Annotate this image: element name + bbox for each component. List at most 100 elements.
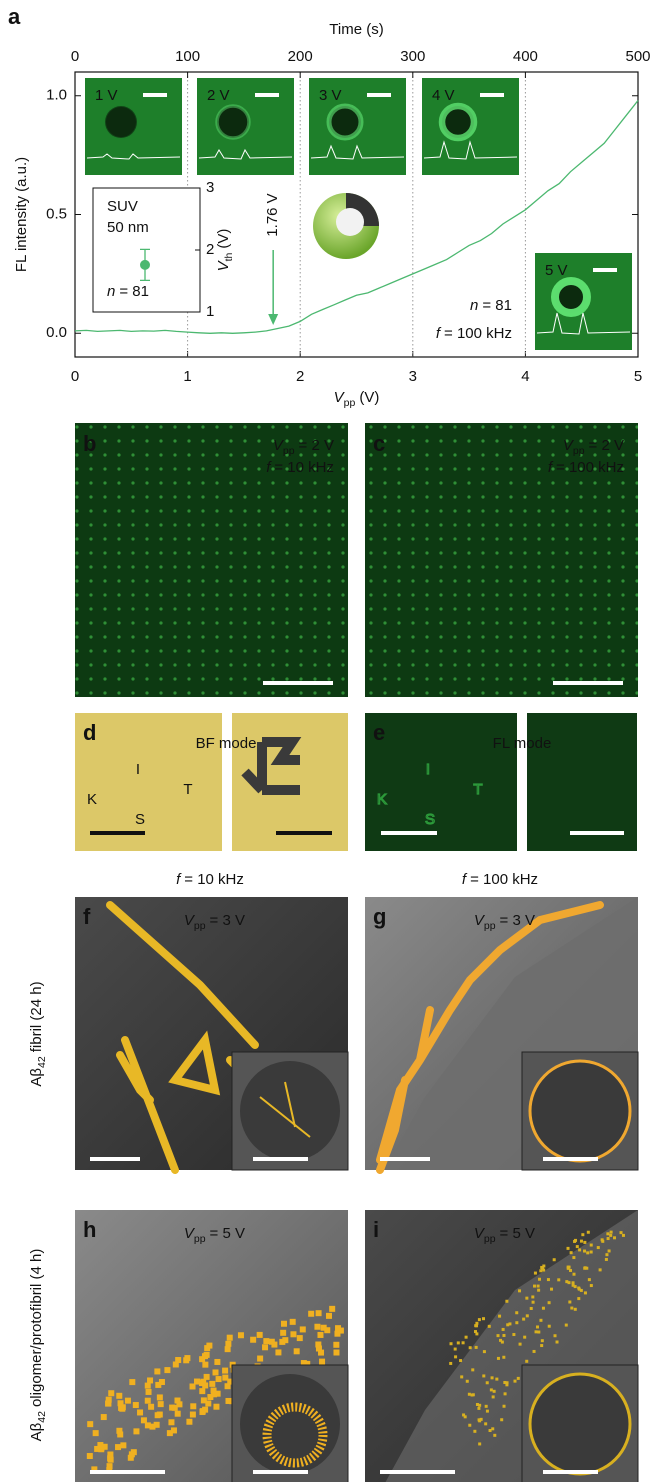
text-part: pp xyxy=(283,445,295,457)
particle xyxy=(190,1403,196,1409)
fl-image: 3 V xyxy=(309,78,406,175)
particle xyxy=(454,1348,457,1351)
particle xyxy=(570,1307,573,1310)
panel-label: d xyxy=(83,720,96,745)
fl-image: 1 V xyxy=(85,78,182,175)
top-x-tick-label: 500 xyxy=(625,48,650,65)
particle xyxy=(500,1418,503,1421)
particle xyxy=(475,1332,478,1335)
particle xyxy=(565,1324,568,1327)
row-label: Aβ42oligomer/protofibril (4 h) xyxy=(28,1249,48,1442)
particle xyxy=(491,1427,494,1430)
particle xyxy=(587,1231,590,1234)
sem-inset-hole xyxy=(240,1061,340,1161)
fl-letter: K xyxy=(377,791,387,808)
particle xyxy=(319,1359,325,1365)
particle xyxy=(155,1382,161,1388)
text-part: f xyxy=(462,871,468,888)
particle xyxy=(308,1311,314,1317)
text-part: th xyxy=(223,252,235,261)
text-part: pp xyxy=(194,920,206,932)
fl-image: 5 V xyxy=(535,253,632,350)
text-part: pp xyxy=(344,397,356,409)
text-part: = 5 V xyxy=(210,1225,245,1242)
x-tick-label: 0 xyxy=(71,368,79,385)
particle xyxy=(609,1234,612,1237)
particle xyxy=(449,1362,452,1365)
particle xyxy=(538,1278,541,1281)
fl-image xyxy=(527,713,637,851)
text-part: = 100 kHz xyxy=(470,871,538,888)
particle xyxy=(222,1375,228,1381)
particle xyxy=(107,1463,113,1469)
y-axis-label: FL intensity (a.u.) xyxy=(13,157,30,272)
particle xyxy=(490,1388,493,1391)
text-part: f xyxy=(436,325,442,342)
particle xyxy=(98,1446,104,1452)
panel-label: f xyxy=(83,904,91,929)
inset-y-tick-label: 1 xyxy=(206,303,214,320)
particle xyxy=(117,1431,123,1437)
x-tick-label: 3 xyxy=(409,368,417,385)
top-x-tick-label: 0 xyxy=(71,48,79,65)
text-part: pp xyxy=(194,1233,206,1245)
particle xyxy=(471,1368,474,1371)
text-part: (V) xyxy=(359,389,379,406)
particle xyxy=(505,1300,508,1303)
particle xyxy=(145,1398,151,1404)
particle xyxy=(588,1278,591,1281)
particle xyxy=(548,1301,551,1304)
particle xyxy=(504,1392,507,1395)
particle xyxy=(225,1398,231,1404)
particle xyxy=(597,1246,600,1249)
particle xyxy=(519,1343,522,1346)
particle xyxy=(300,1326,306,1332)
particle xyxy=(225,1383,231,1389)
text-part: (V) xyxy=(215,229,232,249)
particle xyxy=(168,1419,174,1425)
particle xyxy=(542,1307,545,1310)
particle xyxy=(145,1383,151,1389)
text-part: = 5 V xyxy=(500,1225,535,1242)
fl-image-label: 3 V xyxy=(319,87,342,104)
particle xyxy=(222,1368,228,1374)
particle xyxy=(574,1308,577,1311)
particle xyxy=(548,1325,551,1328)
text-part: f xyxy=(176,871,182,888)
particle xyxy=(540,1344,543,1347)
panel-label: e xyxy=(373,720,385,745)
particle xyxy=(125,1398,131,1404)
particle xyxy=(324,1327,330,1333)
particle xyxy=(495,1378,498,1381)
particle xyxy=(486,1410,489,1413)
particle xyxy=(275,1349,281,1355)
particle xyxy=(279,1339,285,1345)
particle xyxy=(462,1413,465,1416)
particle xyxy=(164,1367,170,1373)
particle xyxy=(175,1357,181,1363)
particle xyxy=(211,1388,217,1394)
panel-label: b xyxy=(83,431,96,456)
particle xyxy=(515,1311,518,1314)
particle xyxy=(485,1405,488,1408)
text-part: n xyxy=(107,283,115,300)
vesicle-core xyxy=(336,208,364,236)
particle xyxy=(497,1334,500,1337)
particle xyxy=(565,1280,568,1283)
fl-image xyxy=(365,713,517,851)
freq-label: f= 10 kHz xyxy=(266,459,334,476)
particle xyxy=(599,1268,602,1271)
particle xyxy=(262,1344,268,1350)
particle xyxy=(202,1353,208,1359)
particle xyxy=(539,1269,542,1272)
particle xyxy=(522,1318,525,1321)
particle xyxy=(257,1356,263,1362)
particle xyxy=(473,1430,476,1433)
particle xyxy=(335,1325,341,1331)
particle xyxy=(209,1381,215,1387)
particle xyxy=(454,1355,457,1358)
text-part: = 2 V xyxy=(299,437,334,454)
particle xyxy=(257,1332,263,1338)
particle xyxy=(263,1338,269,1344)
particle xyxy=(497,1357,500,1360)
